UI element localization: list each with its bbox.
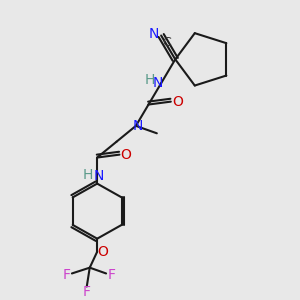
Text: F: F <box>83 285 91 299</box>
Text: N: N <box>153 76 164 90</box>
Text: N: N <box>94 169 104 183</box>
Text: O: O <box>97 245 108 259</box>
Text: H: H <box>145 73 155 87</box>
Text: N: N <box>148 27 159 41</box>
Text: O: O <box>121 148 131 162</box>
Text: C: C <box>162 36 171 49</box>
Text: F: F <box>107 268 116 282</box>
Text: F: F <box>63 268 70 282</box>
Text: H: H <box>82 168 93 182</box>
Text: O: O <box>172 94 183 109</box>
Text: N: N <box>132 119 142 133</box>
